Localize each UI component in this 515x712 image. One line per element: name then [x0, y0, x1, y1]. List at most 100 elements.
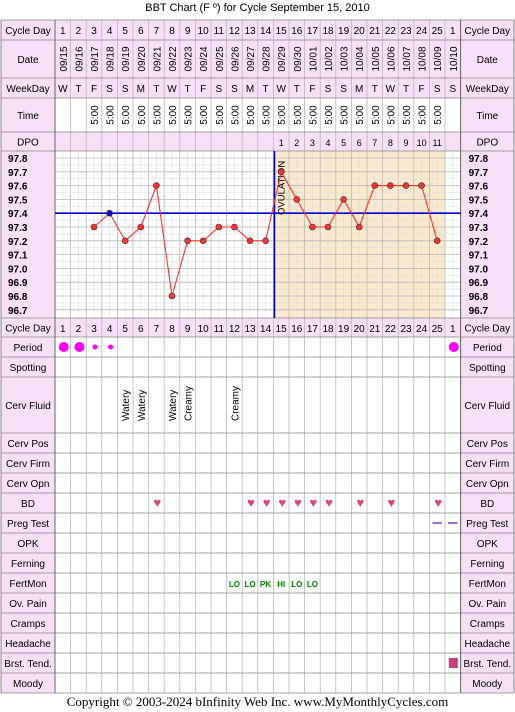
- date-label: 09/23: [184, 46, 195, 71]
- cycle-day-number: 25: [432, 26, 444, 37]
- row-label-cycle-day-right: Cycle Day: [465, 26, 511, 37]
- weekday-label: S: [122, 84, 129, 95]
- temperature-point: [324, 223, 332, 231]
- weekday-label: M: [137, 84, 145, 95]
- date-label: 09/18: [106, 46, 117, 71]
- period-dot: [58, 342, 69, 352]
- period-dot: [448, 342, 459, 352]
- temperature-point: [418, 182, 425, 189]
- row-label-bg-right: [460, 653, 514, 673]
- weekday-label: T: [75, 84, 81, 95]
- y-tick-label-right: 96.9: [469, 278, 489, 289]
- time-label: 5:00: [386, 105, 397, 125]
- row-label-cycle-day-right: Cycle Day: [465, 324, 511, 335]
- date-label: 09/22: [168, 46, 179, 71]
- dpo-label: 11: [433, 138, 442, 148]
- date-label: 10/05: [371, 46, 382, 71]
- row-label-bg-right: [460, 573, 514, 593]
- cycle-day-number: 14: [260, 324, 272, 335]
- row-label-bg-left: [1, 673, 55, 693]
- row-label-preg-test-right: Preg Test: [466, 519, 508, 530]
- row-label-bg-left: [1, 513, 55, 533]
- cycle-day-number: 7: [154, 26, 160, 37]
- row-label-spotting-right: Spotting: [469, 363, 506, 374]
- cycle-day-number: 12: [229, 26, 241, 37]
- y-tick-label-left: 96.7: [8, 306, 28, 317]
- cycle-day-number: 9: [185, 26, 191, 37]
- weekday-label: S: [215, 84, 222, 95]
- time-label: 5:00: [433, 105, 444, 125]
- row-label-bg-left: [1, 493, 55, 513]
- row-label-ferning-left: Ferning: [11, 559, 45, 570]
- date-label: 09/15: [59, 46, 70, 71]
- temperature-point: [262, 237, 269, 245]
- heart-icon: ♥: [310, 495, 318, 510]
- weekday-label: S: [231, 84, 238, 95]
- heart-icon: ♥: [263, 495, 271, 510]
- row-label-moody-right: Moody: [472, 679, 502, 690]
- row-label-cycle-day-left: Cycle Day: [5, 26, 51, 37]
- row-label-ov-pain-right: Ov. Pain: [468, 599, 506, 610]
- cycle-day-number: 9: [185, 324, 191, 335]
- cycle-day-number: 23: [400, 26, 412, 37]
- y-tick-label-left: 97.7: [8, 168, 28, 179]
- cycle-day-number: 6: [138, 324, 144, 335]
- weekday-label: F: [419, 84, 425, 95]
- time-label: 5:00: [402, 105, 413, 125]
- cycle-day-number: 4: [107, 26, 113, 37]
- cerv-fluid-label: Watery: [137, 390, 148, 421]
- temperature-point: [246, 237, 254, 245]
- cycle-day-number: 10: [198, 26, 210, 37]
- cycle-day-number: 15: [276, 26, 288, 37]
- cycle-day-number: 22: [385, 26, 397, 37]
- time-label: 5:00: [293, 105, 304, 125]
- cerv-fluid-label: Creamy: [184, 386, 195, 421]
- weekday-label: T: [294, 84, 300, 95]
- cycle-day-number: 13: [244, 26, 256, 37]
- weekday-label: S: [106, 84, 113, 95]
- heart-icon: ♥: [356, 495, 364, 510]
- date-label: 09/26: [230, 46, 241, 71]
- row-label-bg-right: [460, 151, 514, 318]
- weekday-label: W: [58, 84, 68, 95]
- date-label: 09/29: [277, 46, 288, 71]
- row-label-bg-left: [1, 553, 55, 573]
- date-label: 09/27: [246, 46, 257, 71]
- row-label-bg-left: [1, 613, 55, 633]
- weekday-label: W: [167, 84, 177, 95]
- cycle-day-number: 12: [229, 324, 241, 335]
- time-label: 5:00: [371, 105, 382, 125]
- cycle-day-number: 17: [307, 324, 319, 335]
- temperature-point: [355, 223, 363, 231]
- row-label-bg-left: [1, 653, 55, 673]
- time-label: 5:00: [418, 105, 429, 125]
- cycle-day-number: 1: [60, 324, 66, 335]
- y-tick-label-right: 97.0: [469, 264, 489, 275]
- heart-icon: ♥: [294, 495, 302, 510]
- cycle-day-number: 20: [354, 324, 366, 335]
- ovulation-label: OVULATION: [276, 161, 287, 215]
- cycle-day-number: 1: [450, 26, 456, 37]
- temperature-point: [168, 292, 176, 300]
- row-label-opk-left: OPK: [17, 539, 38, 550]
- cycle-day-number: 7: [154, 324, 160, 335]
- weekday-label: S: [434, 84, 441, 95]
- y-tick-label-right: 97.4: [469, 209, 489, 220]
- breast-tend-mark: [448, 658, 458, 668]
- y-tick-label-right: 97.3: [469, 223, 489, 234]
- temperature-point: [309, 223, 316, 231]
- row-label-bg-left: [1, 318, 55, 337]
- cycle-day-number: 18: [322, 324, 334, 335]
- date-label: 10/02: [324, 46, 335, 71]
- fertmon-label: PK: [260, 580, 271, 589]
- cycle-day-number: 4: [107, 324, 113, 335]
- date-label: 09/21: [152, 46, 163, 71]
- cycle-day-number: 24: [416, 324, 428, 335]
- temperature-point: [371, 182, 379, 189]
- row-label-cerv-firm-left: Cerv Firm: [6, 459, 50, 470]
- row-label-bg-right: [460, 533, 514, 553]
- cycle-day-number: 21: [369, 324, 381, 335]
- row-label-bg-left: [1, 633, 55, 653]
- row-label-opk-right: OPK: [477, 539, 498, 550]
- cycle-day-number: 3: [91, 26, 97, 37]
